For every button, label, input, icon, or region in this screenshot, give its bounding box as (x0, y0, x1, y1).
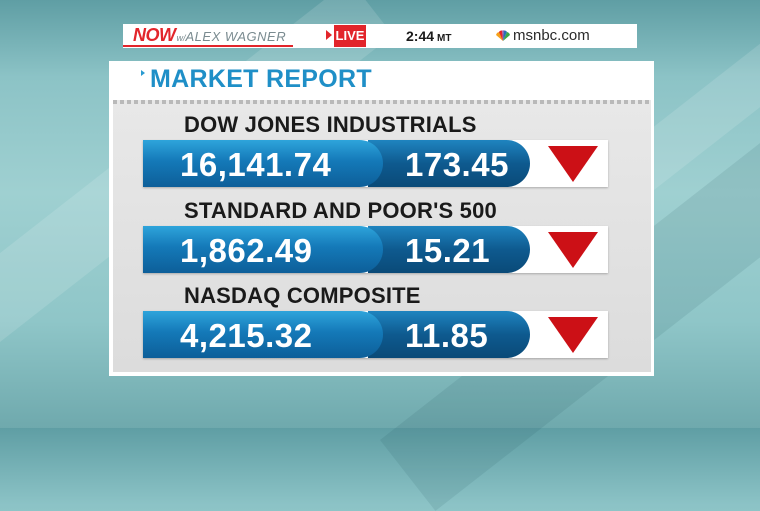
clock: 2:44 MT (406, 24, 451, 48)
index-change-segment: 15.21 (368, 226, 530, 273)
index-row-dow: 16,141.74 173.45 (143, 140, 608, 187)
live-pointer-icon (326, 30, 332, 40)
index-name-dow: DOW JONES INDUSTRIALS (184, 112, 477, 137)
msnbc-peacock-icon (496, 30, 510, 41)
index-row-nasdaq: 4,215.32 11.85 (143, 311, 608, 358)
show-underline (123, 45, 293, 47)
index-change: 173.45 (405, 146, 509, 183)
index-name-sp500: STANDARD AND POOR'S 500 (184, 198, 497, 223)
index-change-segment: 173.45 (368, 140, 530, 187)
clock-time: 2:44 (406, 28, 435, 44)
down-triangle-icon (548, 146, 598, 182)
index-name-nasdaq: NASDAQ COMPOSITE (184, 283, 421, 308)
index-change-segment: 11.85 (368, 311, 530, 358)
report-title: MARKET REPORT (150, 65, 372, 93)
clock-timezone: MT (437, 33, 452, 44)
show-with: w/ (176, 33, 186, 43)
show-logo: NOWw/ALEX WAGNER (133, 25, 286, 47)
index-value-segment: 4,215.32 (143, 311, 383, 358)
direction-indicator (536, 311, 608, 358)
index-value: 1,862.49 (180, 232, 313, 269)
direction-indicator (536, 140, 608, 187)
direction-indicator (536, 226, 608, 273)
index-value: 16,141.74 (180, 146, 332, 183)
index-change: 15.21 (405, 232, 491, 269)
down-triangle-icon (548, 317, 598, 353)
show-brand: NOW (133, 25, 176, 45)
title-caret-icon (141, 70, 145, 76)
index-value-segment: 16,141.74 (143, 140, 383, 187)
index-value-segment: 1,862.49 (143, 226, 383, 273)
live-badge: LIVE (334, 25, 366, 47)
index-row-sp500: 1,862.49 15.21 (143, 226, 608, 273)
down-triangle-icon (548, 232, 598, 268)
network-logo-text: msnbc.com (513, 27, 590, 44)
panel-divider (113, 100, 651, 104)
show-host: ALEX WAGNER (185, 29, 287, 44)
broadcast-top-bar: NOWw/ALEX WAGNER LIVE 2:44 MT msnbc.com (123, 24, 637, 48)
index-change: 11.85 (405, 317, 489, 354)
index-value: 4,215.32 (180, 317, 313, 354)
